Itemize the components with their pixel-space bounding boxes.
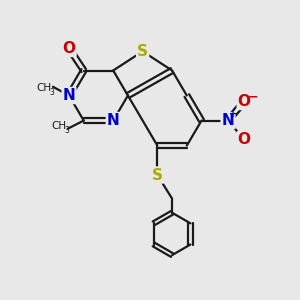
Text: O: O [238,94,251,109]
Text: 3: 3 [64,126,70,135]
Text: CH: CH [36,83,52,93]
Text: +: + [229,109,237,119]
Text: methyl: methyl [48,89,53,90]
Text: S: S [152,167,163,182]
Text: O: O [62,41,76,56]
Text: O: O [238,132,251,147]
Text: S: S [137,44,148,59]
Text: N: N [63,88,75,103]
Text: 3: 3 [50,88,55,97]
Text: N: N [222,113,234,128]
Text: N: N [107,113,120,128]
Text: methyl: methyl [43,91,47,93]
Text: CH: CH [51,122,66,131]
Text: −: − [248,91,258,103]
